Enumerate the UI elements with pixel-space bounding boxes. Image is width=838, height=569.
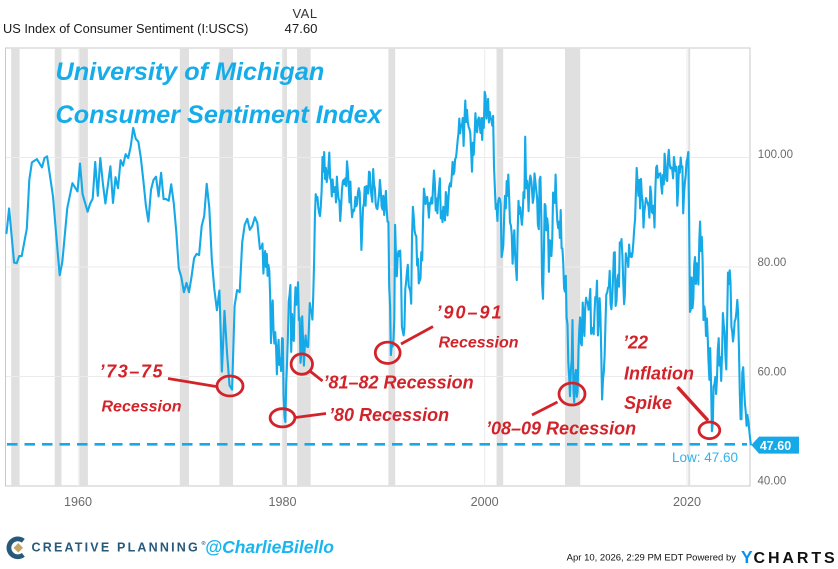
svg-text:Y: Y [741,547,753,567]
svg-text:Recession: Recession [439,335,519,352]
svg-text:University of Michigan: University of Michigan [56,58,325,86]
svg-text:®: ® [202,540,206,547]
svg-text:100.00: 100.00 [758,149,793,161]
svg-text:Inflation: Inflation [624,364,694,384]
svg-text:47.60: 47.60 [760,439,791,453]
svg-text:Apr 10, 2026, 2:29 PM EDT Powe: Apr 10, 2026, 2:29 PM EDT Powered by [567,553,737,564]
svg-text:47.60: 47.60 [284,21,317,36]
svg-text:’90–91: ’90–91 [437,303,504,323]
svg-text:US Index of Consumer Sentiment: US Index of Consumer Sentiment (I:USCS) [3,21,248,36]
svg-text:2020: 2020 [673,495,701,509]
svg-text:Low: 47.60: Low: 47.60 [672,450,738,465]
svg-text:’08–09 Recession: ’08–09 Recession [486,419,636,439]
svg-text:@CharlieBilello: @CharlieBilello [205,537,334,557]
svg-text:CHARTS: CHARTS [754,550,838,567]
svg-text:Spike: Spike [624,393,672,413]
svg-text:2000: 2000 [471,495,499,509]
svg-text:1980: 1980 [268,495,296,509]
svg-text:Recession: Recession [102,399,182,416]
svg-text:CREATIVE PLANNING: CREATIVE PLANNING [32,541,200,555]
svg-text:’73–75: ’73–75 [100,362,165,382]
svg-text:’80 Recession: ’80 Recession [329,405,449,425]
svg-text:’81–82 Recession: ’81–82 Recession [324,373,474,393]
svg-text:60.00: 60.00 [758,366,787,378]
svg-text:80.00: 80.00 [758,257,787,269]
svg-text:40.00: 40.00 [758,476,787,488]
svg-text:’22: ’22 [623,333,648,353]
svg-text:VAL: VAL [292,6,317,21]
svg-text:Consumer Sentiment Index: Consumer Sentiment Index [56,101,383,129]
svg-text:1960: 1960 [64,495,92,509]
